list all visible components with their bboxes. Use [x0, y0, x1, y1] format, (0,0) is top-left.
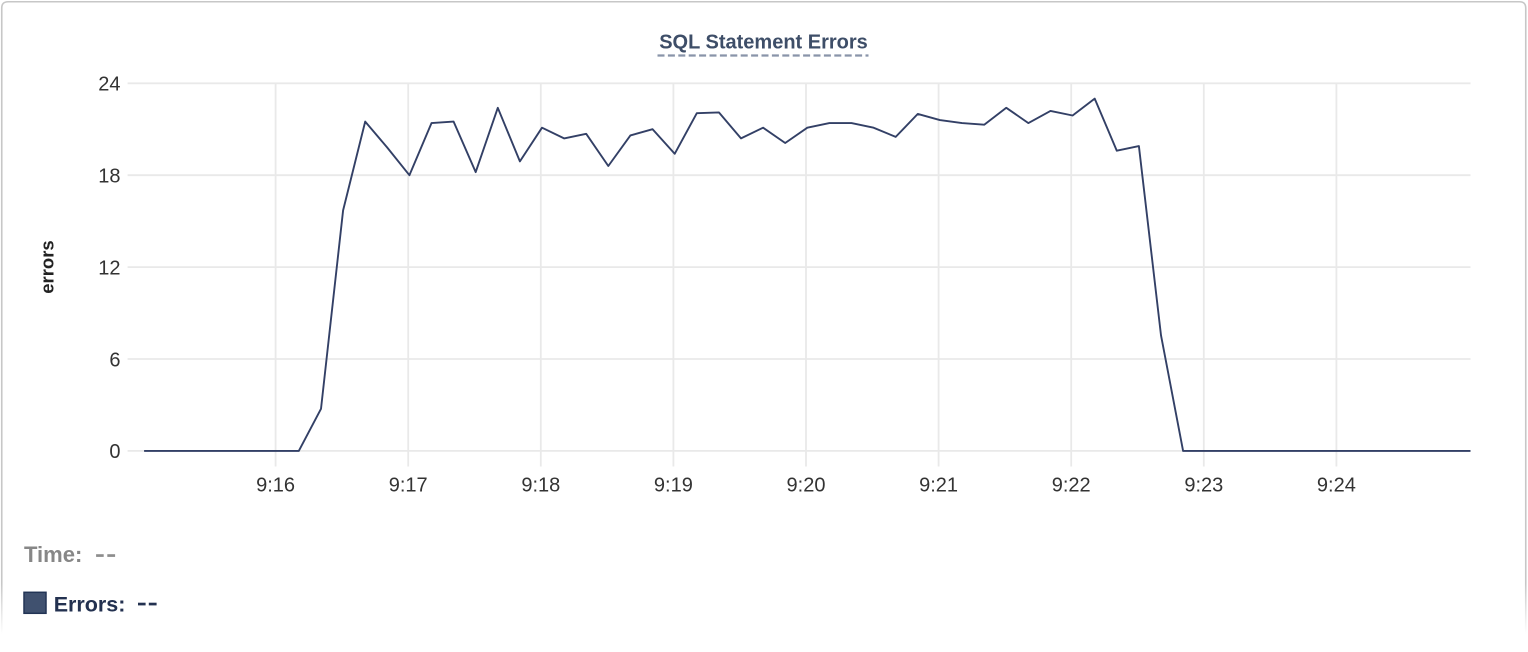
- svg-text:6: 6: [109, 349, 120, 371]
- svg-text:SQL Statement Errors: SQL Statement Errors: [659, 32, 868, 54]
- svg-text:9:23: 9:23: [1184, 475, 1223, 497]
- svg-text:9:22: 9:22: [1052, 475, 1091, 497]
- svg-text:Time:: Time:: [24, 542, 82, 567]
- svg-text:9:24: 9:24: [1317, 475, 1356, 497]
- svg-text:9:18: 9:18: [521, 475, 560, 497]
- svg-text:9:16: 9:16: [256, 475, 295, 497]
- svg-text:12: 12: [98, 257, 120, 279]
- svg-text:0: 0: [109, 441, 120, 463]
- svg-text:9:21: 9:21: [919, 475, 958, 497]
- svg-text:9:17: 9:17: [389, 475, 428, 497]
- svg-text:24: 24: [98, 74, 120, 96]
- svg-text:errors: errors: [36, 240, 57, 293]
- svg-text:9:20: 9:20: [787, 475, 826, 497]
- svg-text:18: 18: [98, 166, 120, 188]
- svg-text:9:19: 9:19: [654, 475, 693, 497]
- svg-text:Errors:: Errors:: [54, 593, 126, 617]
